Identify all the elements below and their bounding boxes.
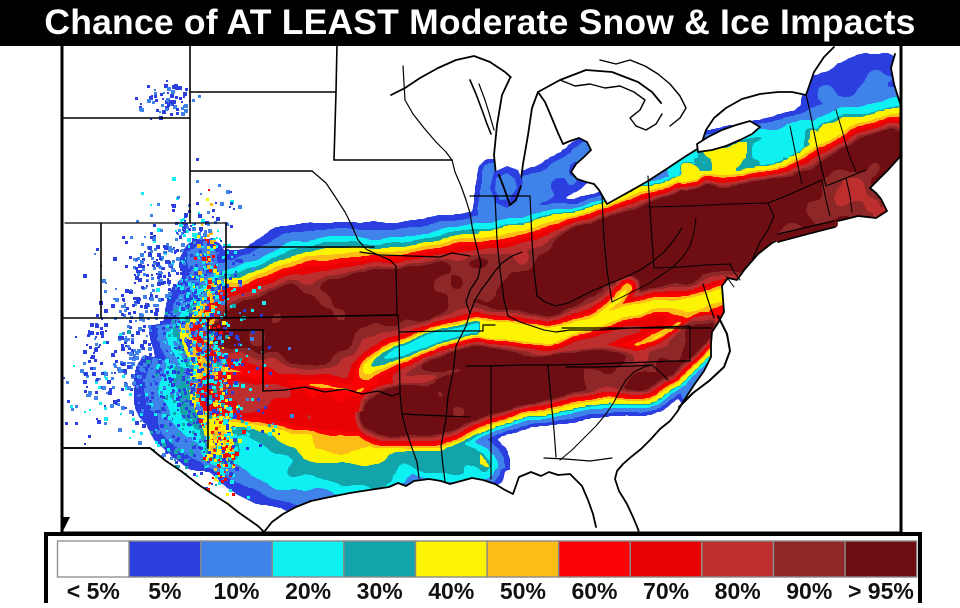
svg-text:10%: 10%	[213, 578, 259, 603]
svg-text:60%: 60%	[571, 578, 617, 603]
svg-text:5%: 5%	[148, 578, 181, 603]
svg-text:80%: 80%	[715, 578, 761, 603]
svg-text:< 5%: < 5%	[67, 578, 120, 603]
svg-text:50%: 50%	[500, 578, 546, 603]
svg-text:70%: 70%	[643, 578, 689, 603]
svg-text:40%: 40%	[428, 578, 474, 603]
svg-text:20%: 20%	[285, 578, 331, 603]
svg-text:30%: 30%	[357, 578, 403, 603]
svg-text:90%: 90%	[786, 578, 832, 603]
svg-text:> 95%: > 95%	[848, 578, 914, 603]
svg-text:Chance of AT LEAST Moderate Sn: Chance of AT LEAST Moderate Snow & Ice I…	[44, 2, 915, 42]
